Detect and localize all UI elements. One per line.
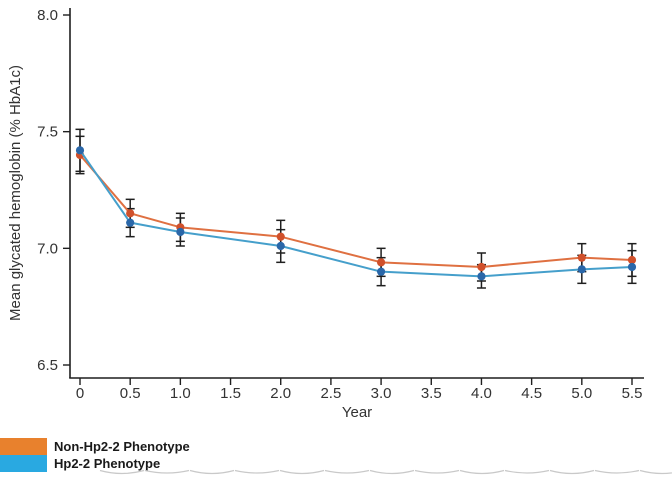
x-tick-label: 0 xyxy=(76,385,84,402)
x-axis-title: Year xyxy=(342,404,372,421)
data-point xyxy=(577,253,586,262)
legend: Non-Hp2-2 Phenotype Hp2-2 Phenotype xyxy=(0,438,190,472)
x-tick-label: 0.5 xyxy=(120,385,141,402)
data-point xyxy=(126,209,135,218)
x-tick-label: 4.0 xyxy=(471,385,492,402)
x-tick-label: 4.5 xyxy=(521,385,542,402)
data-point xyxy=(627,262,637,272)
y-tick-label: 8.0 xyxy=(37,7,58,24)
y-tick-label: 6.5 xyxy=(37,357,58,374)
x-tick-label: 2.5 xyxy=(320,385,341,402)
x-tick-label: 5.0 xyxy=(571,385,592,402)
data-point xyxy=(276,232,285,241)
x-tick-label: 2.0 xyxy=(270,385,291,402)
scallop-path xyxy=(99,469,672,475)
data-point xyxy=(627,255,637,265)
series-line-1 xyxy=(79,149,633,278)
legend-item-non-hp22: Non-Hp2-2 Phenotype xyxy=(0,438,190,455)
legend-swatch-hp22 xyxy=(0,455,47,472)
legend-item-hp22: Hp2-2 Phenotype xyxy=(0,455,190,472)
x-tick-label: 5.5 xyxy=(622,385,643,402)
data-point xyxy=(477,272,486,281)
data-point xyxy=(176,227,185,237)
scan-artifact-scallops xyxy=(99,469,672,475)
legend-swatch-non-hp22 xyxy=(0,438,47,455)
data-point xyxy=(376,258,386,267)
data-point xyxy=(126,218,135,227)
x-tick-label: 3.0 xyxy=(371,385,392,402)
legend-label-non-hp22: Non-Hp2-2 Phenotype xyxy=(54,439,190,454)
data-point xyxy=(477,262,486,272)
series-line-0 xyxy=(79,154,633,268)
line-chart: 6.5 7.0 7.5 8.0 0 0.5 1.0 1.5 2.0 2.5 3.0 3.5 4.0 4.5… xyxy=(7,7,644,421)
data-point xyxy=(376,267,386,276)
y-tick-label: 7.5 xyxy=(37,124,58,141)
data-point xyxy=(577,265,586,274)
data-point xyxy=(75,146,85,155)
y-axis-title: Mean glycated hemoglobin (% HbA1c) xyxy=(7,65,24,321)
data-point xyxy=(276,241,285,251)
x-tick-label: 1.0 xyxy=(170,385,191,402)
x-tick-label: 1.5 xyxy=(220,385,241,402)
y-tick-label: 7.0 xyxy=(37,240,58,257)
x-tick-label: 3.5 xyxy=(421,385,442,402)
legend-label-hp22: Hp2-2 Phenotype xyxy=(54,456,161,471)
